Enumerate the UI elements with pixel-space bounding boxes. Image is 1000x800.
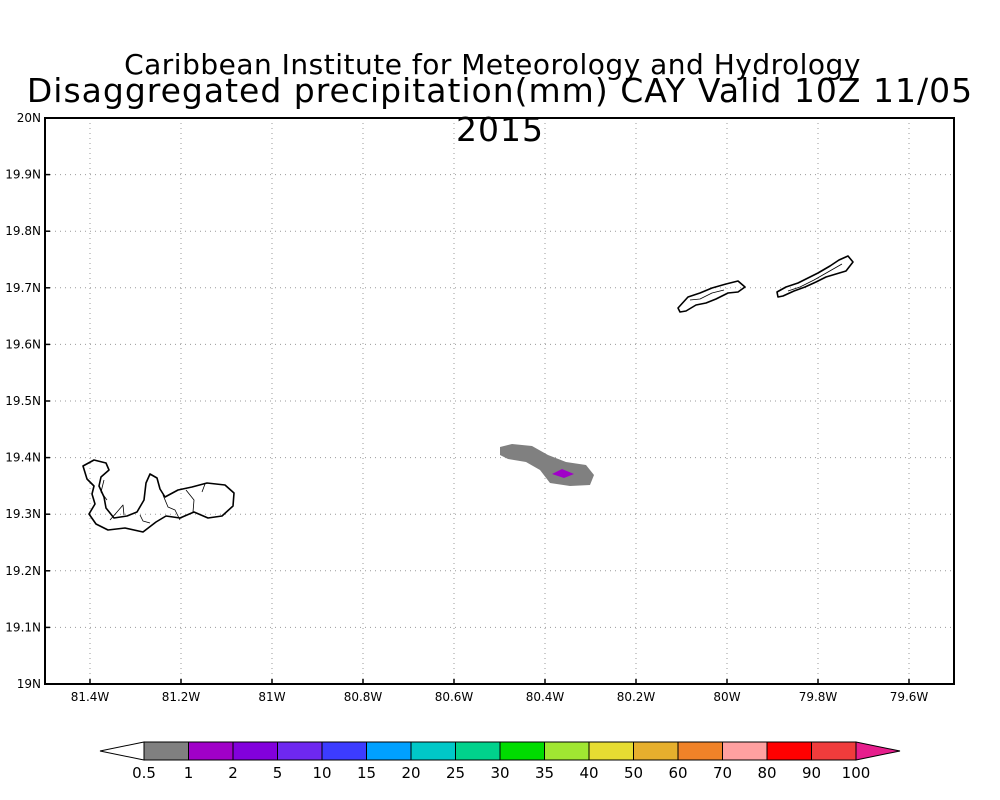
- little-cayman-island: [677, 280, 746, 313]
- y-axis-ticks: 19N 19.1N 19.2N 19.3N 19.4N 19.5N 19.6N 19.7N 19…: [5, 111, 50, 691]
- colorbar-swatch: [811, 741, 857, 761]
- x-tick-label: 80.6W: [435, 690, 474, 704]
- colorbar-swatch: [277, 741, 323, 761]
- colorbar-label: 15: [357, 764, 376, 782]
- colorbar-label: 0.5: [132, 764, 156, 782]
- colorbar-swatch: [722, 741, 768, 761]
- y-tick-label: 19.1N: [5, 620, 41, 634]
- y-tick-label: 19.5N: [5, 394, 41, 408]
- gridlines: [45, 118, 954, 684]
- x-tick-label: 80W: [713, 690, 740, 704]
- chart-title: Caribbean Institute for Meteorology and …: [124, 48, 861, 81]
- colorbar-label: 50: [624, 764, 643, 782]
- colorbar-swatch: [232, 741, 278, 761]
- colorbar-label: 100: [842, 764, 871, 782]
- precip-area-gray: [500, 444, 594, 486]
- chart-subtitle: Disaggregated precipitation(mm) CAY Vali…: [26, 71, 974, 149]
- colorbar-swatch: [677, 741, 723, 761]
- x-tick-label: 81.2W: [162, 690, 201, 704]
- precip-area-purple: [552, 469, 574, 478]
- colorbar-label: 90: [802, 764, 821, 782]
- x-tick-label: 81.4W: [71, 690, 110, 704]
- x-tick-label: 79.6W: [890, 690, 929, 704]
- colorbar-label: 40: [579, 764, 598, 782]
- y-tick-label: 19.7N: [5, 281, 41, 295]
- colorbar-label: 5: [273, 764, 283, 782]
- colorbar-swatch: [766, 741, 812, 761]
- colorbar-label: 25: [446, 764, 465, 782]
- y-tick-label: 19.6N: [5, 337, 41, 351]
- colorbar-over-triangle: [855, 741, 901, 761]
- colorbar-swatch: [588, 741, 634, 761]
- colorbar-label: 30: [490, 764, 509, 782]
- y-tick-label: 19.9N: [5, 168, 41, 182]
- colorbar-label: 60: [668, 764, 687, 782]
- colorbar-swatch: [366, 741, 412, 761]
- grand-cayman-island: [82, 459, 235, 533]
- colorbar-swatch: [321, 741, 367, 761]
- y-tick-label: 19.2N: [5, 564, 41, 578]
- y-tick-label: 19.4N: [5, 451, 41, 465]
- colorbar-label: 10: [312, 764, 331, 782]
- colorbar-label: 2: [228, 764, 238, 782]
- colorbar-swatch: [633, 741, 679, 761]
- x-tick-label: 80.2W: [617, 690, 656, 704]
- x-tick-label: 80.8W: [344, 690, 383, 704]
- colorbar-swatch: [544, 741, 590, 761]
- cayman-brac-island: [776, 255, 854, 298]
- colorbar-swatch: [410, 741, 456, 761]
- colorbar-label: 20: [401, 764, 420, 782]
- y-tick-label: 19.8N: [5, 224, 41, 238]
- y-tick-label: 20N: [17, 111, 41, 125]
- colorbar-swatch: [143, 741, 189, 761]
- colorbar-labels: 0.5 1 2 5 10 15 20 25 30 35 40 50 60 70 80 90 100: [132, 764, 870, 782]
- x-axis-ticks: 81.4W 81.2W 81W 80.8W 80.6W 80.4W 80.2W 80W 79.8…: [71, 679, 929, 704]
- colorbar-label: 70: [713, 764, 732, 782]
- colorbar: [99, 741, 901, 761]
- y-tick-label: 19.3N: [5, 507, 41, 521]
- colorbar-label: 35: [535, 764, 554, 782]
- colorbar-swatch: [455, 741, 501, 761]
- colorbar-label: 80: [757, 764, 776, 782]
- colorbar-under-triangle: [99, 741, 145, 761]
- y-tick-label: 19N: [17, 677, 41, 691]
- x-tick-label: 79.8W: [799, 690, 838, 704]
- plot-frame: [44, 117, 955, 685]
- x-tick-label: 81W: [258, 690, 285, 704]
- colorbar-swatch: [188, 741, 234, 761]
- x-tick-label: 80.4W: [526, 690, 565, 704]
- colorbar-swatch: [499, 741, 545, 761]
- colorbar-label: 1: [184, 764, 194, 782]
